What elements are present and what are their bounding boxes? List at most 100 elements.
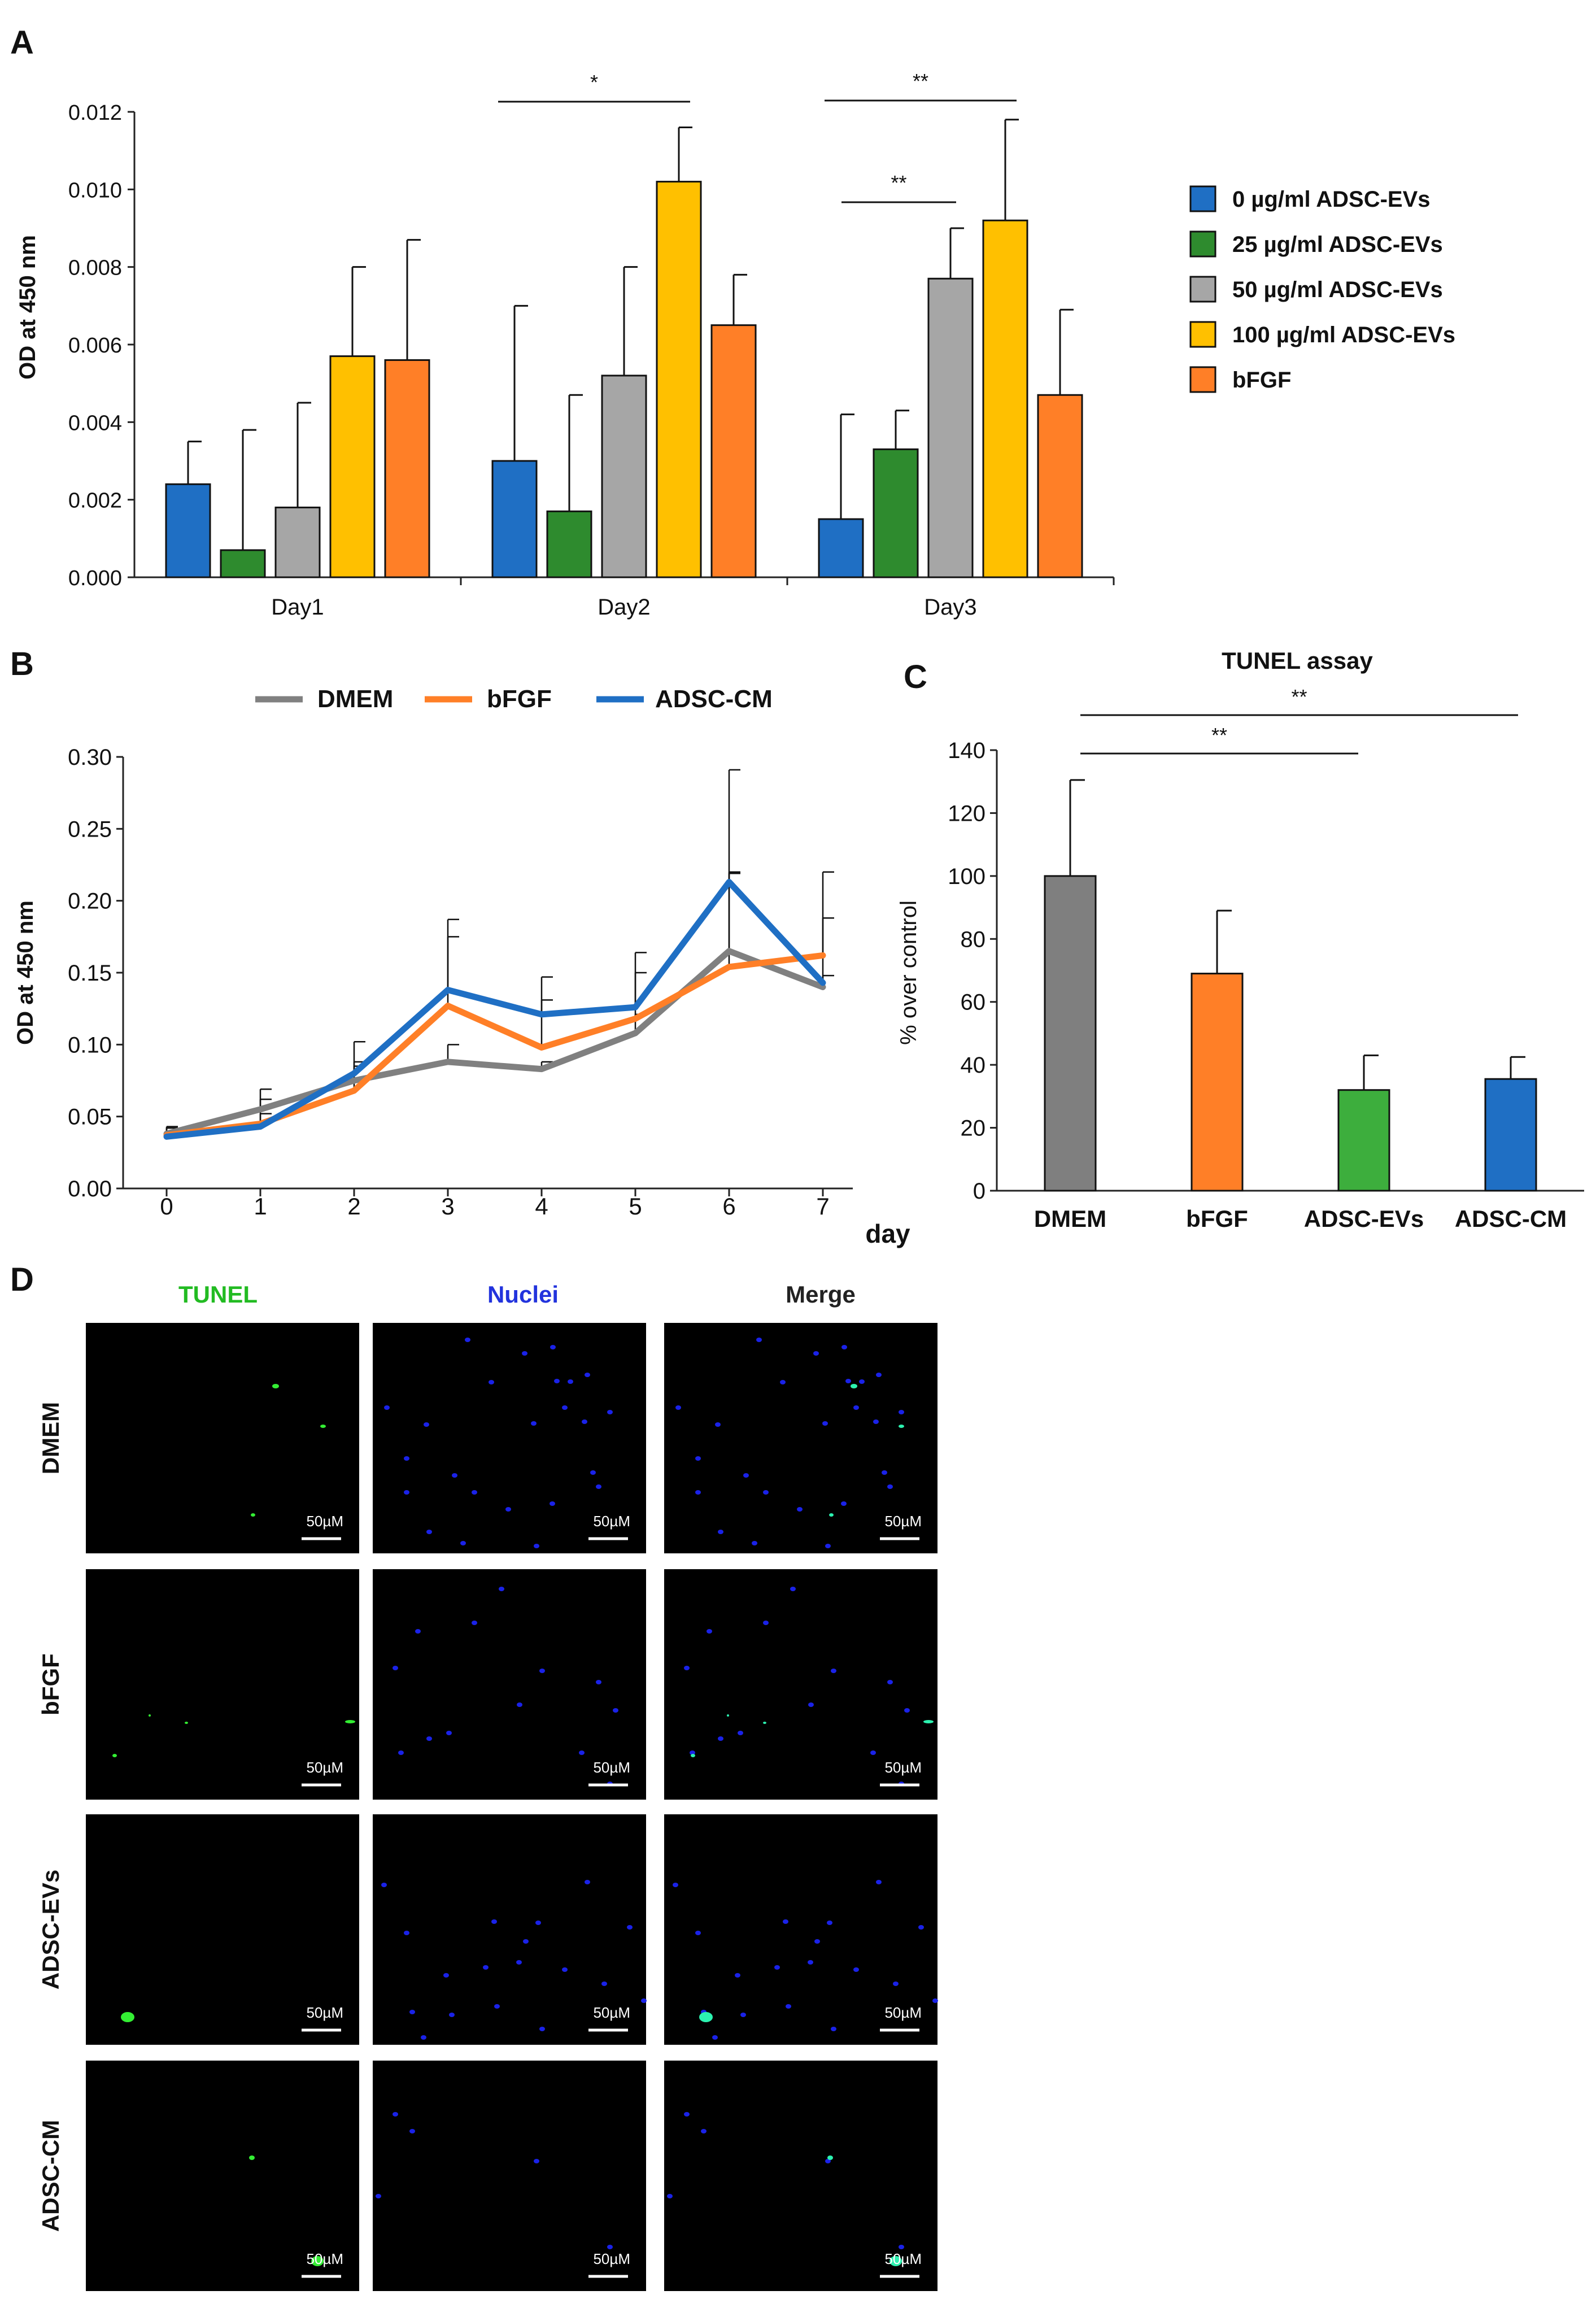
- nucleus-dot: [899, 1410, 904, 1414]
- tunel-positive-cell: [149, 1714, 151, 1717]
- nucleus-dot: [808, 1960, 813, 1965]
- nucleus-dot: [808, 1702, 814, 1707]
- micrograph-adsc-cm-nuclei: [373, 2061, 646, 2291]
- nucleus-dot: [491, 1919, 497, 1924]
- nucleus-dot: [774, 1965, 780, 1970]
- nucleus-dot: [421, 2035, 426, 2040]
- line-dmem: [163, 948, 826, 1137]
- legend-label-100-g-ml-adsc-evs: 100 µg/ml ADSC-EVs: [1232, 323, 1455, 347]
- tunel-positive-cell: [699, 2012, 713, 2022]
- nucleus-dot: [404, 1490, 409, 1495]
- micrograph-dmem-tunel: [86, 1323, 359, 1553]
- bar-adsc-evs: [1337, 1089, 1390, 1192]
- bar-adsc-cm: [1484, 1078, 1537, 1192]
- nucleus-dot: [715, 1422, 721, 1427]
- y-tick-label: 20: [961, 1116, 986, 1141]
- bar-bfgf: [1191, 973, 1244, 1192]
- tunel-positive-cell: [345, 1720, 355, 1723]
- y-tick-label: 0.30: [68, 745, 112, 770]
- bar-day1-100-g-ml-adsc-evs: [329, 355, 376, 578]
- nucleus-dot: [701, 2129, 707, 2133]
- nucleus-dot: [870, 1750, 876, 1755]
- nucleus-dot: [460, 1541, 466, 1545]
- nucleus-dot: [384, 1405, 390, 1410]
- significance-marker: **: [891, 171, 906, 194]
- bar-day2-50-g-ml-adsc-evs: [601, 374, 647, 578]
- nucleus-dot: [822, 1421, 828, 1426]
- nucleus-dot: [494, 2004, 500, 2009]
- nucleus-dot: [585, 1373, 590, 1377]
- nucleus-dot: [752, 1541, 757, 1545]
- y-tick-label: 0.010: [68, 178, 122, 202]
- nucleus-dot: [825, 1544, 831, 1548]
- micrograph-bfgf-merge: [664, 1569, 937, 1800]
- y-tick-label: 40: [961, 1053, 986, 1078]
- nucleus-dot: [393, 2112, 398, 2117]
- significance-marker: **: [1291, 685, 1307, 708]
- tunel-positive-cell: [727, 1714, 729, 1717]
- y-tick-label: 0.25: [68, 817, 112, 842]
- nucleus-dot: [813, 1351, 819, 1356]
- nucleus-dot: [918, 1925, 924, 1930]
- x-tick-label: 6: [722, 1193, 735, 1220]
- y-tick-label: 80: [961, 927, 986, 952]
- y-tick-label: 100: [948, 864, 985, 889]
- nucleus-dot: [707, 1629, 712, 1634]
- bar-day1-bfgf: [384, 359, 430, 578]
- bar-dmem: [1044, 875, 1097, 1192]
- legend-swatch-50-g-ml-adsc-evs: [1189, 276, 1216, 303]
- nucleus-dot: [465, 1338, 470, 1342]
- row-label-adsc-evs: ADSC-EVs: [37, 1870, 64, 1989]
- tunel-positive-cell: [851, 1384, 857, 1388]
- legend-swatch-0-g-ml-adsc-evs: [1189, 185, 1216, 212]
- nucleus-dot: [531, 1421, 537, 1426]
- scale-bar-label: 50µM: [884, 2250, 922, 2267]
- panel-label-c: C: [904, 659, 927, 695]
- nucleus-dot: [690, 1750, 695, 1755]
- nucleus-dot: [499, 1587, 504, 1591]
- y-tick-label: 0.20: [68, 889, 112, 914]
- bar-day2-25-g-ml-adsc-evs: [546, 510, 592, 578]
- y-tick-label: 0.004: [68, 411, 122, 435]
- y-tick-label: 0.008: [68, 256, 122, 280]
- chart-c-y-label: % over control: [896, 900, 921, 1045]
- legend-swatch-25-g-ml-adsc-evs: [1189, 230, 1216, 258]
- nucleus-dot: [381, 1883, 387, 1887]
- nucleus-dot: [876, 1373, 882, 1377]
- nucleus-dot: [756, 1338, 762, 1342]
- y-tick-label: 0: [973, 1179, 985, 1204]
- bar-day3-0-g-ml-adsc-evs: [818, 518, 864, 578]
- scale-bar-label: 50µM: [593, 1513, 630, 1530]
- nucleus-dot: [539, 2027, 545, 2031]
- legend-label-0-g-ml-adsc-evs: 0 µg/ml ADSC-EVs: [1232, 187, 1431, 212]
- x-tick-label: 7: [816, 1193, 829, 1220]
- nucleus-dot: [841, 1501, 847, 1506]
- nucleus-dot: [443, 1973, 449, 1978]
- nucleus-dot: [735, 1973, 740, 1978]
- legend-label-bfgf: bFGF: [487, 685, 552, 713]
- micrograph-adsc-cm-merge: [664, 2061, 937, 2291]
- y-tick-label: 0.006: [68, 334, 122, 358]
- nucleus-dot: [893, 1982, 899, 1986]
- column-title-tunel: TUNEL: [178, 1281, 258, 1308]
- nucleus-dot: [446, 1731, 452, 1735]
- nucleus-dot: [582, 1419, 587, 1424]
- nucleus-dot: [841, 1345, 847, 1349]
- nucleus-dot: [607, 2245, 613, 2249]
- nucleus-dot: [899, 2245, 904, 2249]
- chart-b: OD at 450 nm 0.00 0.05 0.10 0.15 0.20 0.25 0.3…: [13, 685, 910, 1248]
- nucleus-dot: [393, 1666, 398, 1670]
- tunel-positive-cell: [121, 2012, 134, 2022]
- nucleus-dot: [641, 1998, 647, 2003]
- nucleus-dot: [424, 1422, 429, 1427]
- nucleus-dot: [797, 1507, 803, 1512]
- nucleus-dot: [882, 1470, 887, 1475]
- tunel-positive-cell: [691, 1754, 695, 1757]
- nucleus-dot: [505, 1507, 511, 1512]
- legend-swatch-bfgf: [1189, 366, 1216, 393]
- scale-bar-label: 50µM: [306, 1759, 343, 1776]
- nucleus-dot: [904, 1708, 910, 1713]
- tunel-positive-cell: [827, 2155, 833, 2160]
- chart-c: TUNEL assay % over control 0 20 40 60 80 100 1…: [896, 647, 1584, 1232]
- significance-marker: **: [1211, 724, 1227, 747]
